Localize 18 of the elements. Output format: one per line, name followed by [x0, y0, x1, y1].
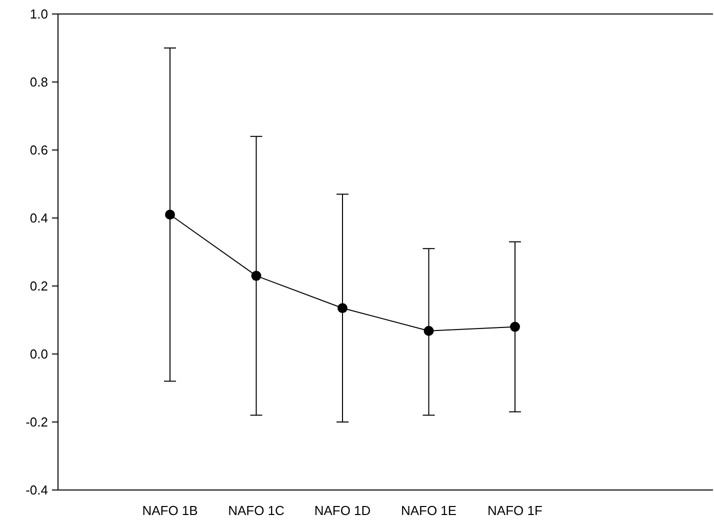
- y-tick-label: 0.4: [30, 210, 48, 226]
- point: [424, 326, 434, 336]
- y-tick-label: -0.4: [26, 482, 48, 498]
- point: [165, 210, 175, 220]
- y-tick-label: 0.8: [30, 74, 48, 90]
- y-tick-label: 0.2: [30, 278, 48, 294]
- x-tick-label: NAFO 1E: [400, 503, 457, 518]
- y-tick-label: 0.6: [30, 142, 48, 158]
- y-tick-label: 0.0: [30, 346, 48, 362]
- y-tick-label: -0.2: [26, 414, 48, 430]
- point: [338, 303, 348, 314]
- x-tick-label: NAFO 1C: [228, 503, 284, 518]
- x-tick-label: NAFO 1F: [488, 503, 542, 518]
- point: [251, 270, 262, 281]
- x-tick-label: NAFO 1B: [142, 503, 198, 518]
- x-tick-label: NAFO 1D: [314, 503, 371, 518]
- y-tick-label: 1.0: [30, 6, 48, 22]
- point: [510, 322, 520, 332]
